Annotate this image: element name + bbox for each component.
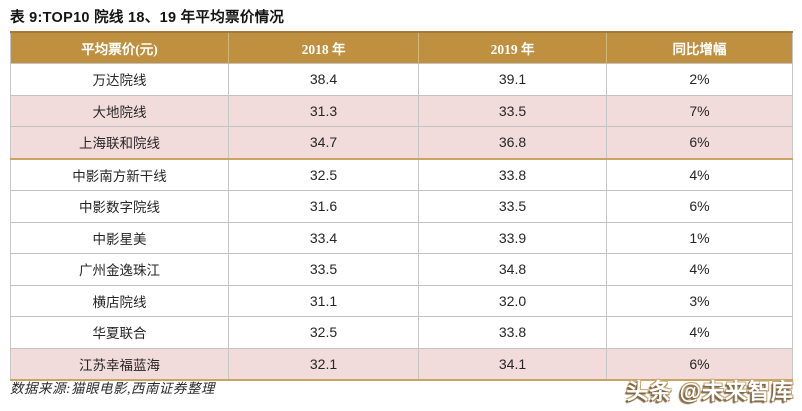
col-header-cinema-chain: 平均票价(元) (10, 31, 229, 64)
table-row: 中影星美 33.4 33.9 1% (10, 221, 793, 254)
table-row: 华夏联合 32.5 33.8 4% (10, 316, 793, 348)
cell-growth: 6% (606, 126, 793, 160)
cell-2019-price: 39.1 (418, 63, 607, 95)
cell-2018-price: 33.4 (228, 221, 419, 254)
cell-2019-price: 32.0 (418, 284, 607, 317)
cell-growth: 4% (606, 158, 793, 191)
cell-2018-price: 32.5 (228, 316, 419, 348)
cell-growth: 6% (606, 190, 793, 222)
cell-cinema-name: 上海联和院线 (10, 126, 229, 160)
cell-2018-price: 31.3 (228, 94, 419, 127)
cell-cinema-name: 中影数字院线 (10, 190, 229, 222)
cell-growth: 7% (606, 94, 793, 127)
table-row: 中影数字院线 31.6 33.5 6% (10, 190, 793, 222)
cell-2018-price: 38.4 (228, 63, 419, 95)
cell-growth: 1% (606, 221, 793, 254)
cell-cinema-name: 华夏联合 (10, 316, 229, 348)
toutiao-watermark: 头条 @未来智库 (626, 379, 794, 404)
col-header-2018: 2018 年 (228, 31, 419, 64)
cell-2019-price: 33.5 (418, 94, 607, 127)
cell-cinema-name: 广州金逸珠江 (10, 253, 229, 285)
avg-ticket-price-table: 平均票价(元) 2018 年 2019 年 同比增幅 万达院线 38.4 39.1 2… (10, 31, 793, 381)
cell-2018-price: 34.7 (228, 126, 419, 160)
cell-growth: 2% (606, 63, 793, 95)
cell-2019-price: 34.1 (418, 347, 607, 381)
cell-growth: 3% (606, 284, 793, 317)
data-source-note: 数据来源:猫眼电影,西南证券整理 (10, 381, 215, 396)
table-row: 横店院线 31.1 32.0 3% (10, 284, 793, 317)
cell-cinema-name: 大地院线 (10, 94, 229, 127)
cell-cinema-name: 万达院线 (10, 63, 229, 95)
cell-2018-price: 32.1 (228, 347, 419, 381)
table-row: 中影南方新干线 32.5 33.8 4% (10, 158, 793, 191)
cell-2019-price: 33.5 (418, 190, 607, 222)
table-header-row: 平均票价(元) 2018 年 2019 年 同比增幅 (10, 31, 793, 64)
table-row: 万达院线 38.4 39.1 2% (10, 63, 793, 95)
cell-growth: 4% (606, 253, 793, 285)
table-row: 大地院线 31.3 33.5 7% (10, 94, 793, 127)
cell-2019-price: 34.8 (418, 253, 607, 285)
cell-2018-price: 31.6 (228, 190, 419, 222)
cell-2019-price: 33.8 (418, 316, 607, 348)
cell-2018-price: 31.1 (228, 284, 419, 317)
cell-2018-price: 32.5 (228, 158, 419, 191)
cell-2019-price: 33.8 (418, 158, 607, 191)
cell-cinema-name: 江苏幸福蓝海 (10, 347, 229, 381)
col-header-2019: 2019 年 (418, 31, 607, 64)
table-row: 上海联和院线 34.7 36.8 6% (10, 126, 793, 160)
table-row: 江苏幸福蓝海 32.1 34.1 6% (10, 347, 793, 381)
col-header-yoy-growth: 同比增幅 (606, 31, 793, 64)
cell-2019-price: 36.8 (418, 126, 607, 160)
cell-cinema-name: 中影星美 (10, 221, 229, 254)
cell-cinema-name: 横店院线 (10, 284, 229, 317)
cell-cinema-name: 中影南方新干线 (10, 158, 229, 191)
table-row: 广州金逸珠江 33.5 34.8 4% (10, 253, 793, 285)
page-title: 表 9:TOP10 院线 18、19 年平均票价情况 (10, 10, 285, 26)
cell-2018-price: 33.5 (228, 253, 419, 285)
cell-2019-price: 33.9 (418, 221, 607, 254)
cell-growth: 6% (606, 347, 793, 381)
cell-growth: 4% (606, 316, 793, 348)
